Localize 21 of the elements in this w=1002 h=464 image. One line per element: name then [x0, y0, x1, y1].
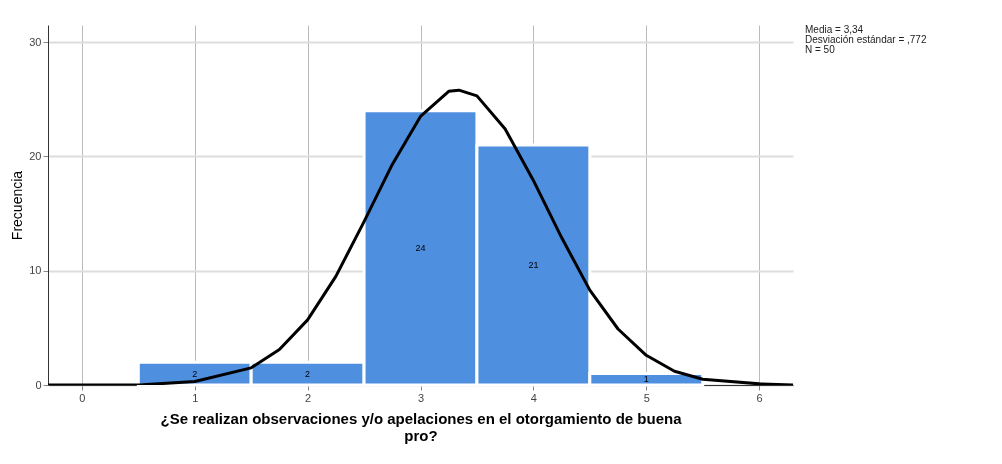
y-axis-title: Frecuencia [9, 170, 26, 241]
data-label: 2 [192, 368, 198, 379]
text: Media = 3,34 [805, 24, 864, 35]
x-tick-label: 1 [192, 391, 199, 404]
x-tick-label: 0 [79, 391, 86, 404]
x-tick-label: 6 [756, 391, 763, 404]
data-label: 24 [415, 242, 426, 253]
y-tick-label: 0 [35, 378, 42, 391]
data-label: 2 [305, 368, 311, 379]
x-tick-label: 2 [305, 391, 312, 404]
y-tick-label: 20 [29, 149, 42, 162]
y-tick-label: 30 [29, 35, 42, 48]
x-tick-label: 3 [417, 391, 425, 404]
x-tick-label: 4 [530, 391, 537, 404]
data-label: 1 [643, 374, 649, 385]
text: Desviación estándar = ,772 [805, 34, 927, 45]
text: N = 50 [805, 44, 836, 55]
data-label: 21 [528, 260, 539, 270]
x-axis-title: ¿Se realizan observaciones y/o apelaciones en el otorgamiento de buena pro? [160, 409, 683, 444]
y-tick-label: 10 [29, 264, 42, 277]
x-tick-label: 5 [643, 391, 650, 404]
